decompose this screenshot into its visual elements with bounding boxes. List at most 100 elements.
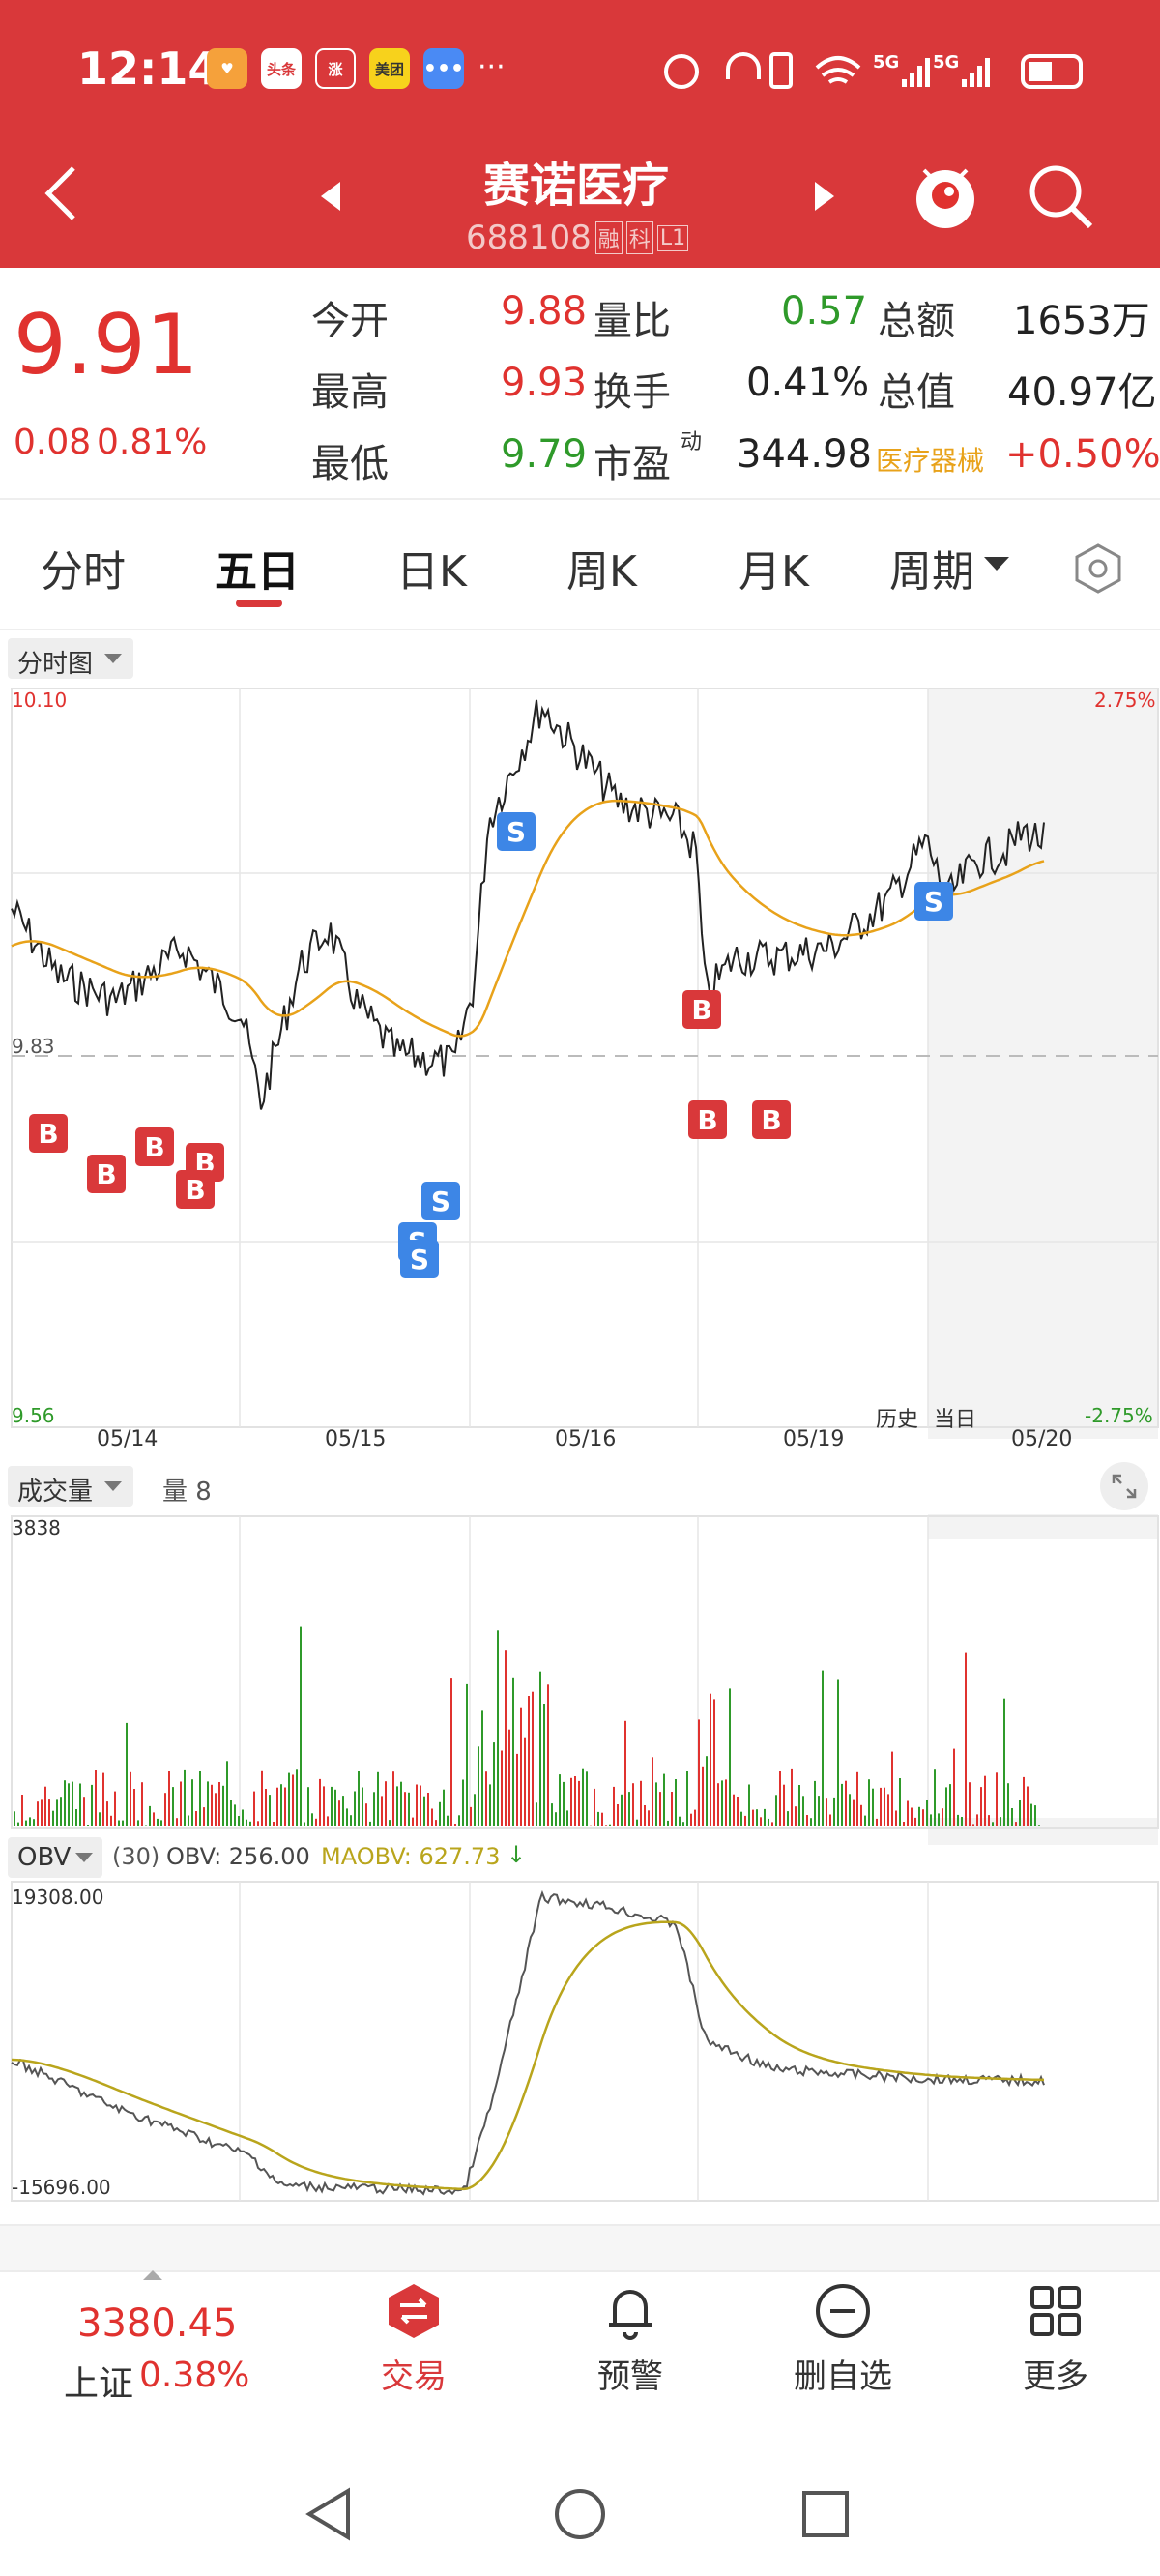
volume-bar [311,1813,313,1826]
volume-bar [404,1792,406,1826]
today-bg [928,688,1158,1439]
tab-intraday[interactable]: 分时 [41,547,126,597]
volume-selector[interactable]: 成交量 [8,1466,133,1507]
grid-icon [1030,2286,1081,2336]
volume-bar [829,1814,831,1826]
buy-marker[interactable]: B [682,990,721,1029]
sell-marker[interactable]: S [421,1182,460,1220]
sector-change: +0.50% [1005,432,1160,477]
sector-link[interactable]: 医疗器械 [876,445,985,477]
y-max-label: 10.10 [12,688,68,712]
remove-watchlist-button[interactable]: 删自选 [766,2282,920,2397]
obv-min-label: -15696.00 [12,2176,111,2199]
volume-bar [106,1801,108,1826]
obv-selector[interactable]: OBV [8,1837,102,1878]
volume-bar [188,1815,189,1826]
volume-bar [725,1779,727,1826]
buy-marker[interactable]: B [752,1100,791,1139]
system-back-icon[interactable] [300,2485,358,2543]
chevron-down-icon [104,654,122,663]
volume-bar [748,1784,750,1826]
volume-bar [795,1806,797,1826]
volume-bar [373,1792,375,1826]
y-min-label: 9.56 [12,1404,55,1427]
volume-bar [474,1794,476,1826]
volume-bar [884,1787,885,1826]
tab-weekly-k[interactable]: 周K [566,547,637,597]
trade-button[interactable]: 交易 [336,2282,491,2397]
settings-hexagon-icon[interactable] [1071,542,1125,596]
vol-ratio-label: 量比 [594,299,671,343]
volume-bar [342,1796,344,1826]
tab-five-day[interactable]: 五日 [215,547,300,597]
stock-code: 688108 [466,219,592,257]
volume-bar [323,1786,325,1826]
volume-bar [17,1822,19,1826]
buy-marker[interactable]: B [688,1100,727,1139]
prev-stock-icon[interactable] [321,182,342,211]
buy-marker[interactable]: B [87,1155,126,1193]
volume-bar [350,1815,352,1826]
buy-marker[interactable]: B [29,1114,68,1153]
volume-bar [249,1821,251,1826]
battery-small-icon [769,52,793,89]
sell-marker[interactable]: S [400,1240,439,1278]
volume-bar [512,1677,514,1826]
buy-marker[interactable]: B [135,1127,174,1166]
period-dropdown-icon[interactable] [984,557,1009,572]
buy-marker[interactable]: B [176,1170,215,1209]
divider [0,498,1160,500]
volume-bar [822,1670,824,1826]
heart-app-icon: ♥ [207,48,247,89]
volume-bar [257,1821,259,1826]
tab-daily-k[interactable]: 日K [396,547,467,597]
volume-bar [594,1788,595,1826]
volume-bar [717,1783,719,1826]
obv-line [11,1889,1045,2196]
mascot-icon[interactable] [911,157,980,234]
next-stock-icon[interactable] [815,182,836,211]
date-label-2: 05/15 [325,1427,387,1451]
volume-bar [203,1807,205,1826]
index-value: 3380.45 [77,2301,238,2346]
remove-watchlist-label: 删自选 [794,2357,892,2396]
volume-bar [570,1777,572,1826]
open-label: 今开 [311,299,389,343]
back-icon[interactable] [43,164,81,222]
more-notifications-icon: ··· [478,50,506,84]
volume-bar [783,1784,785,1826]
volume-bar [508,1729,510,1826]
search-icon[interactable] [1027,162,1094,230]
volume-bar [860,1804,862,1826]
volume-bar [145,1825,147,1826]
more-button[interactable]: 更多 [978,2282,1133,2397]
volume-bar [75,1809,77,1826]
price-change: 0.08 [14,423,92,462]
sell-marker[interactable]: S [497,812,536,851]
stock-title: 赛诺医疗 [483,159,670,213]
volume-bar [628,1792,630,1826]
volume-bar [965,1652,967,1826]
tab-period[interactable]: 周期 [889,547,974,597]
volume-bar [304,1822,305,1826]
volume-bar [802,1796,804,1826]
nav-separator [0,2224,1160,2272]
volume-bar [721,1780,723,1826]
volume-bar [1000,1817,1001,1826]
volume-bar [160,1820,162,1826]
alert-button[interactable]: 预警 [553,2282,708,2397]
volume-bar [791,1768,793,1826]
index-quote[interactable]: 3380.45 上证 0.38% [39,2269,271,2414]
fullscreen-button[interactable] [1100,1462,1148,1510]
obv-value: OBV: 256.00 [166,1843,310,1870]
chart-type-selector[interactable]: 分时图 [8,638,133,679]
sell-marker[interactable]: S [914,882,953,921]
amount-label: 总额 [878,299,955,343]
volume-bar [760,1817,762,1826]
volume-bar [566,1810,568,1826]
high-label: 最高 [311,370,389,415]
tab-monthly-k[interactable]: 月K [739,547,809,597]
volume-bar [659,1792,661,1826]
system-home-icon[interactable] [551,2485,609,2543]
system-recents-icon[interactable] [798,2487,853,2541]
